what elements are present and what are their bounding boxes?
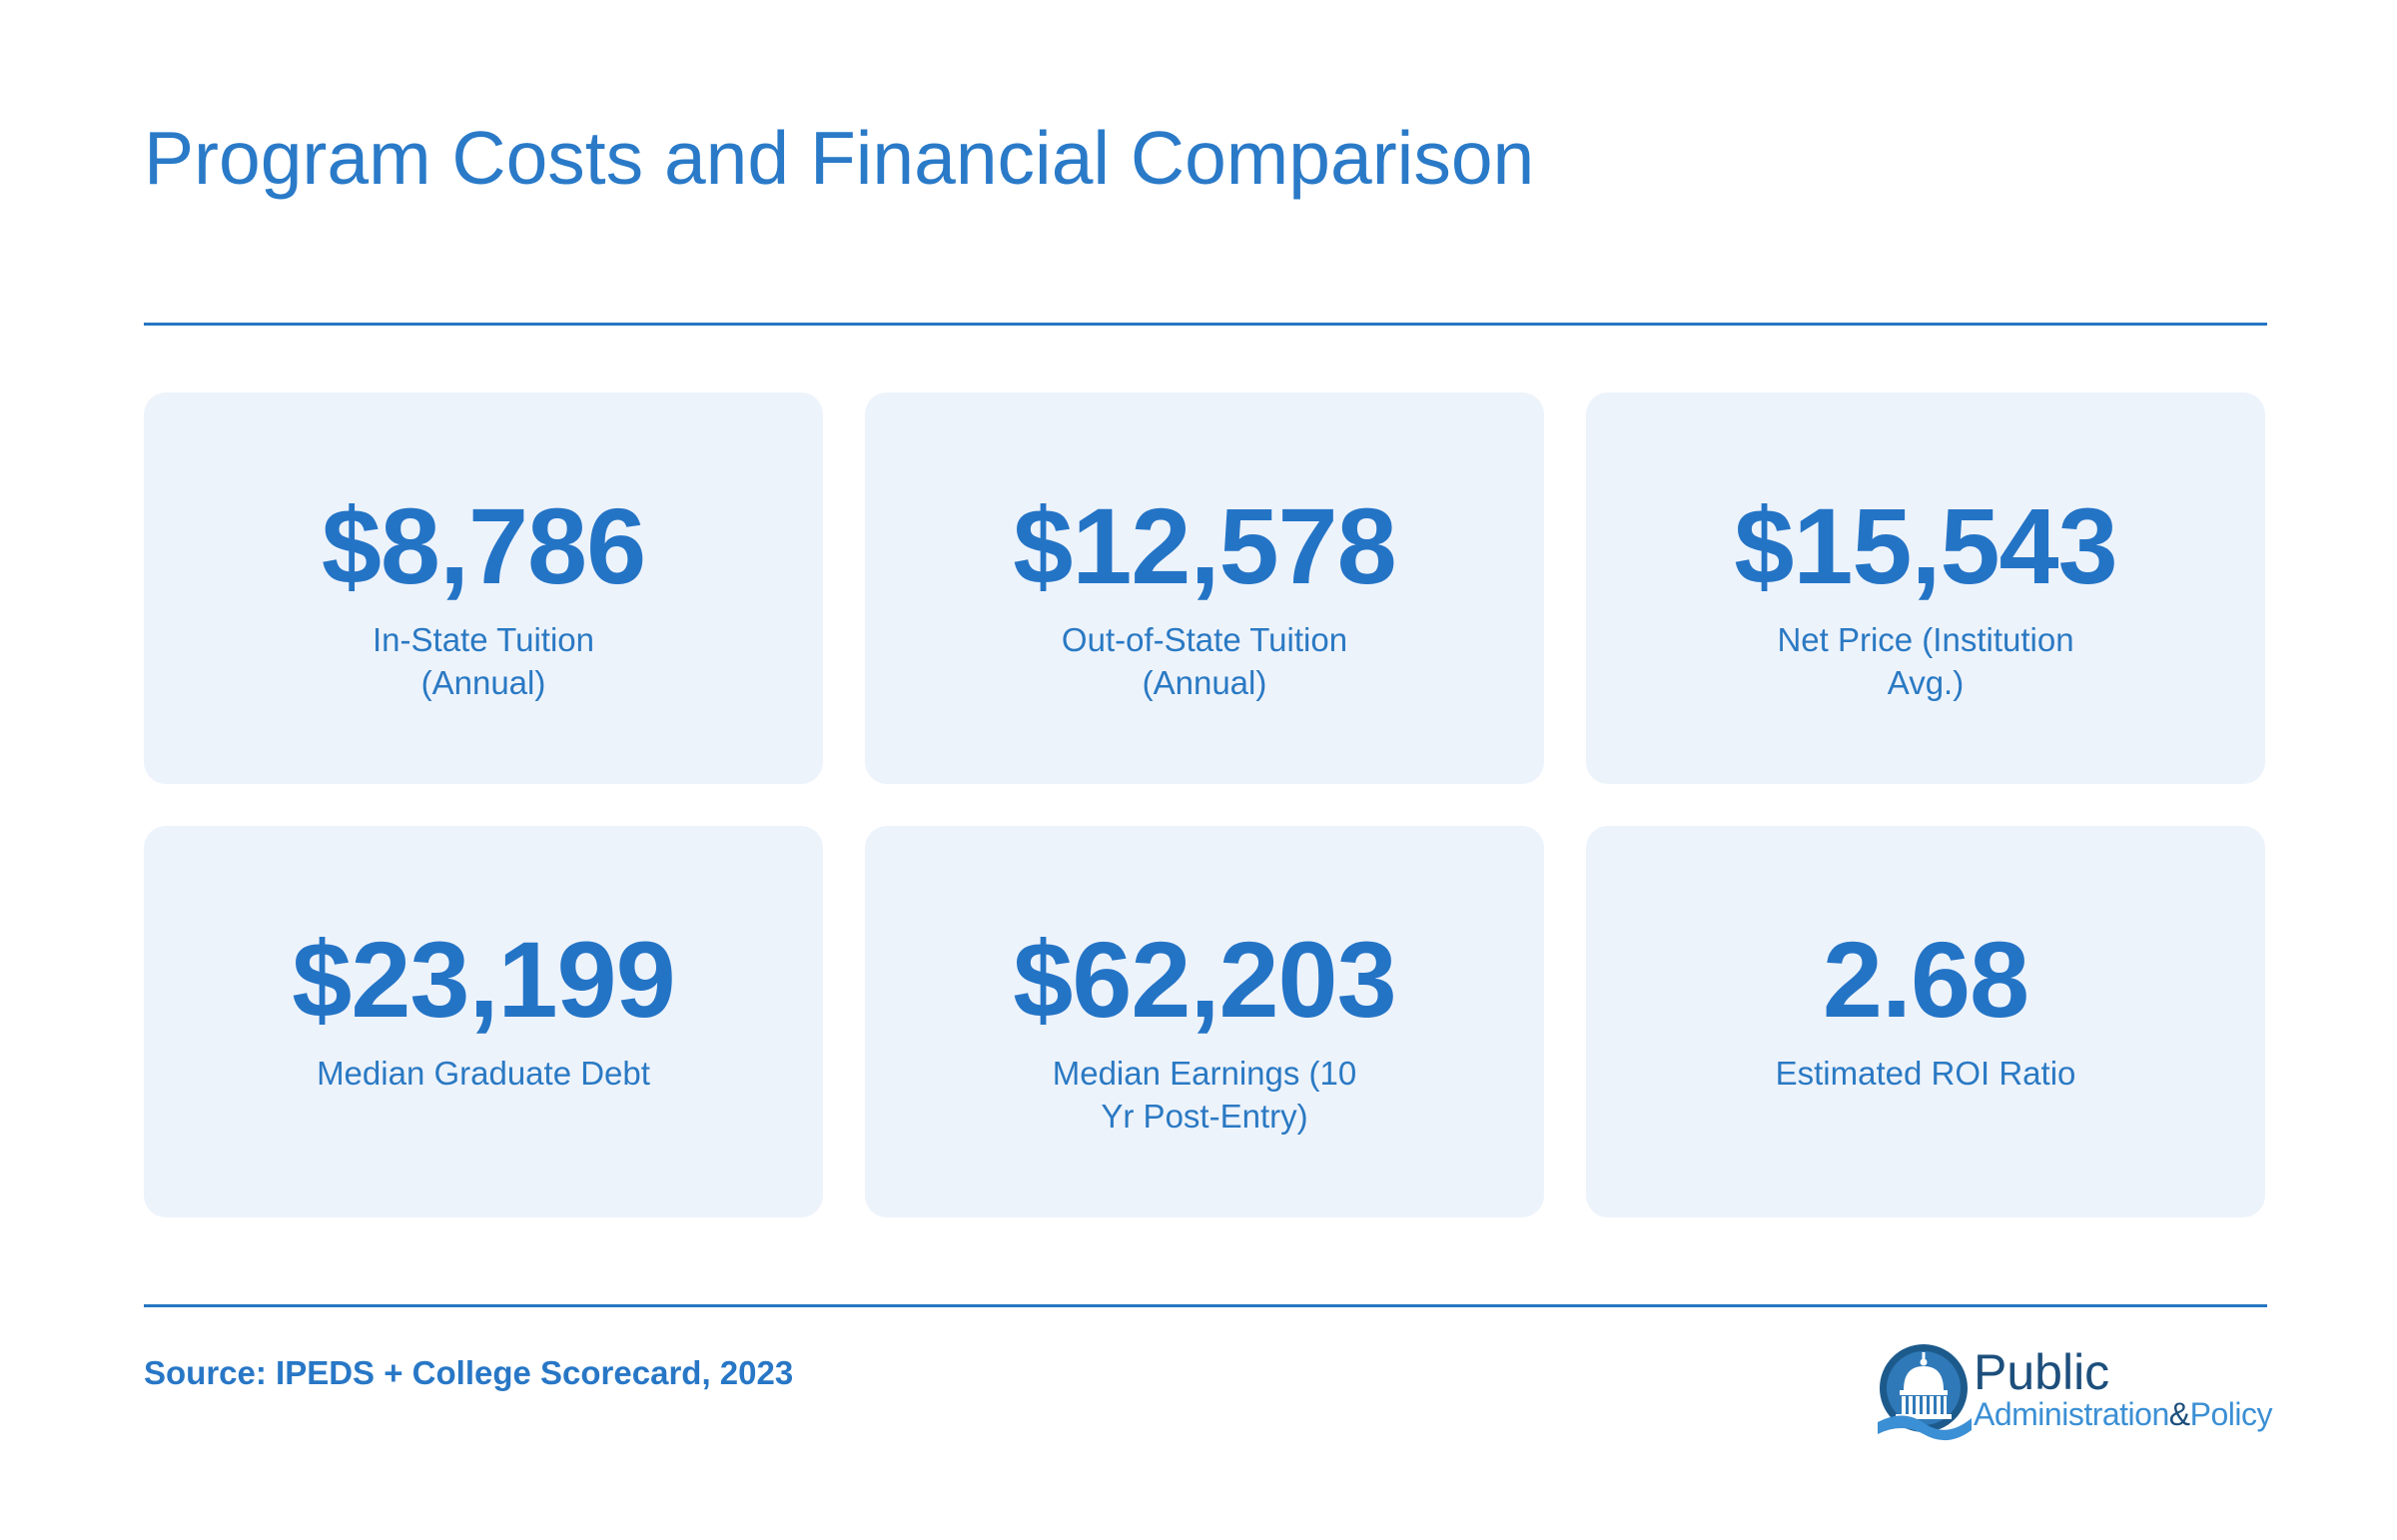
metric-value: $12,578	[1013, 485, 1396, 606]
metric-card-median-graduate-debt: $23,199 Median Graduate Debt	[144, 826, 823, 1217]
source-note: Source: IPEDS + College Scorecard, 2023	[144, 1354, 794, 1391]
capitol-dome-icon	[1878, 1344, 1972, 1441]
logo-wordmark-subtitle: Administration&Policy	[1974, 1396, 2272, 1432]
logo-word-administration: Administration	[1974, 1396, 2169, 1432]
metric-label: In-State Tuition (Annual)	[373, 621, 594, 701]
metric-value: $23,199	[292, 919, 675, 1040]
publisher-logo: Public Administration&Policy	[1874, 1338, 2273, 1448]
metric-label: Out-of-State Tuition (Annual)	[1061, 621, 1348, 701]
metric-card-in-state-tuition: $8,786 In-State Tuition (Annual)	[144, 392, 823, 784]
top-divider	[144, 323, 2267, 326]
metric-label: Estimated ROI Ratio	[1775, 1055, 2076, 1092]
metric-value: $8,786	[321, 485, 646, 606]
metric-card-roi-ratio: 2.68 Estimated ROI Ratio	[1586, 826, 2265, 1217]
bottom-divider	[144, 1304, 2267, 1307]
logo-ampersand: &	[2168, 1396, 2190, 1432]
metric-card-out-of-state-tuition: $12,578 Out-of-State Tuition (Annual)	[865, 392, 1544, 784]
logo-word-policy: Policy	[2189, 1396, 2273, 1432]
metric-card-net-price: $15,543 Net Price (Institution Avg.)	[1586, 392, 2265, 784]
logo-wordmark-public: Public	[1974, 1344, 2110, 1400]
metric-value: $62,203	[1013, 919, 1396, 1040]
metric-value: 2.68	[1822, 919, 2029, 1040]
metric-label: Median Graduate Debt	[317, 1055, 650, 1092]
metric-label: Net Price (Institution Avg.)	[1777, 621, 2074, 701]
metric-card-median-earnings: $62,203 Median Earnings (10 Yr Post-Entr…	[865, 826, 1544, 1217]
metric-value: $15,543	[1734, 485, 2117, 606]
metric-label: Median Earnings (10 Yr Post-Entry)	[1052, 1055, 1357, 1135]
page-title: Program Costs and Financial Comparison	[144, 116, 1535, 200]
